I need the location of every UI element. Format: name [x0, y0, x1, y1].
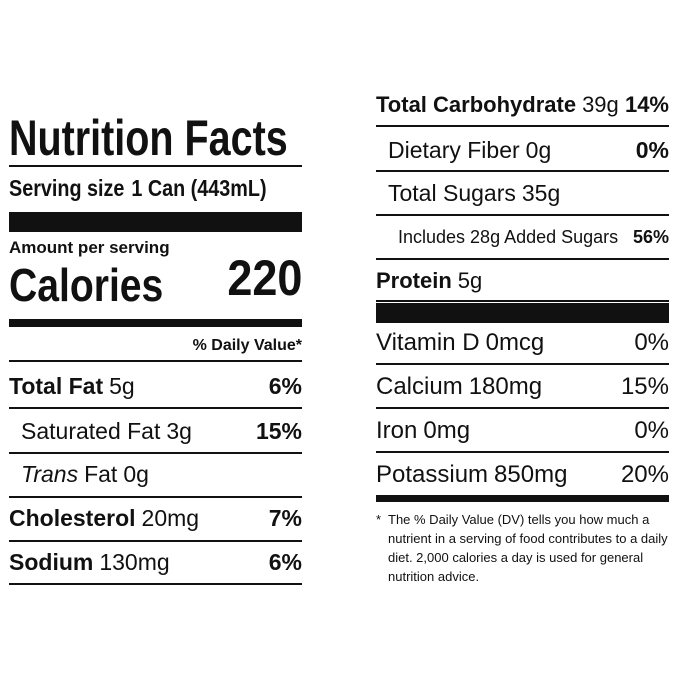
nutrient-name: Total Fat [9, 373, 104, 399]
nutrient-amount: 39g [582, 92, 619, 117]
daily-value: 0% [634, 417, 669, 444]
nutrient-name: Total Sugars [388, 180, 516, 206]
nutrient-name: Includes 28g Added Sugars [398, 227, 619, 247]
daily-value: 14% [624, 92, 669, 117]
nutrient-amount: 130mg [99, 549, 170, 575]
thick-bar [376, 495, 669, 502]
thick-bar [9, 212, 302, 232]
serving-size: Serving size 1 Can (443mL) [9, 174, 267, 202]
thick-bar [9, 319, 302, 327]
daily-value: 7% [268, 505, 302, 531]
nutrient-amount: 0mg [423, 417, 471, 444]
nutrient-name: Iron [376, 417, 418, 444]
rule [9, 496, 302, 498]
nutrient-row: Cholesterol 20mg 7% [9, 504, 302, 532]
serving-value: 1 Can (443mL) [131, 175, 267, 201]
rule [9, 165, 302, 167]
daily-value: 0% [634, 329, 669, 356]
nutrient-name: Potassium [376, 461, 489, 488]
rule [376, 300, 669, 302]
nutrient-prefix: Trans [21, 461, 79, 487]
daily-value: 6% [268, 373, 302, 399]
nutrient-name: Fat [84, 461, 118, 487]
rule [376, 214, 669, 216]
daily-value: 6% [268, 549, 302, 575]
rule [9, 407, 302, 409]
nutrient-row: Sodium 130mg 6% [9, 548, 302, 576]
rule [9, 360, 302, 362]
rule [376, 170, 669, 172]
nutrient-name: Saturated Fat [21, 418, 161, 444]
daily-value: 20% [620, 461, 669, 488]
rule [376, 258, 669, 260]
daily-value: 56% [632, 227, 669, 247]
label-title: Nutrition Facts [9, 110, 288, 166]
nutrient-row: Iron 0mg 0% [376, 417, 669, 445]
nutrient-row: Saturated Fat 3g 15% [21, 417, 302, 445]
nutrient-name: Vitamin D [376, 329, 480, 356]
nutrient-name: Protein [376, 268, 452, 293]
nutrient-amount: 5g [457, 268, 483, 293]
nutrient-amount: 0g [123, 461, 149, 487]
daily-value: 15% [255, 418, 302, 444]
calories-label: Calories [9, 259, 164, 311]
nutrient-name: Dietary Fiber [388, 137, 520, 163]
nutrient-row: Total Sugars 35g [388, 179, 669, 207]
nutrient-amount: 0mcg [485, 329, 545, 356]
rule [9, 583, 302, 585]
nutrient-name: Total Carbohydrate [376, 92, 577, 117]
nutrient-row: Calcium 180mg 15% [376, 373, 669, 401]
nutrient-amount: 850mg [494, 461, 568, 488]
nutrient-row: Protein 5g [376, 267, 669, 295]
footnote-marker: * [376, 512, 382, 527]
nutrient-row: Trans Fat 0g [21, 460, 302, 488]
nutrient-name: Cholesterol [9, 505, 136, 531]
rule [376, 125, 669, 127]
rule [376, 407, 669, 409]
nutrient-row: Vitamin D 0mcg 0% [376, 329, 669, 357]
nutrient-name: Sodium [9, 549, 94, 575]
thick-bar [376, 303, 669, 323]
rule [376, 363, 669, 365]
footnote: The % Daily Value (DV) tells you how muc… [388, 512, 668, 584]
daily-value: 15% [620, 373, 669, 400]
rule [9, 540, 302, 542]
nutrient-amount: 35g [521, 180, 561, 206]
nutrient-row: Dietary Fiber 0g 0% [388, 136, 669, 164]
serving-label: Serving size [9, 175, 125, 201]
dv-header: % Daily Value* [192, 337, 302, 354]
calories-value: 220 [226, 250, 302, 306]
rule [376, 451, 669, 453]
nutrient-amount: 180mg [468, 373, 543, 400]
nutrient-row: Total Fat 5g 6% [9, 372, 302, 400]
nutrient-row: Potassium 850mg 20% [376, 461, 669, 489]
nutrient-row: Includes 28g Added Sugars 56% [398, 223, 669, 251]
nutrient-name: Calcium [376, 373, 463, 400]
daily-value: 0% [635, 137, 669, 163]
nutrient-amount: 5g [109, 373, 135, 399]
nutrient-amount: 20mg [141, 505, 200, 531]
nutrient-row: Total Carbohydrate 39g 14% [376, 91, 669, 119]
amount-per-serving: Amount per serving [9, 238, 170, 257]
nutrient-amount: 0g [525, 137, 552, 163]
nutrient-amount: 3g [166, 418, 192, 444]
rule [9, 452, 302, 454]
